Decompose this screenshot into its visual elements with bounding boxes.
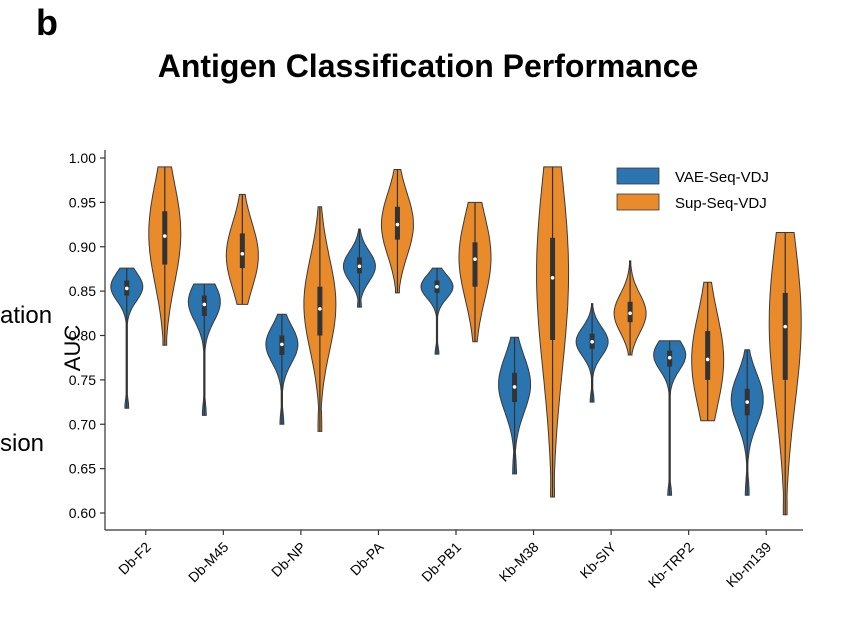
legend-label-sup: Sup-Seq-VDJ [675, 195, 767, 212]
legend-swatch-sup [616, 193, 660, 211]
legend-label-vae: VAE-Seq-VDJ [675, 169, 769, 186]
violin-median [550, 276, 555, 280]
panel-label: b [36, 2, 58, 43]
x-tick-label-db-pa: Db-PA [347, 538, 387, 578]
violin-median [628, 311, 632, 316]
x-tick-label-kb-m38: Kb-M38 [496, 539, 542, 585]
x-tick-label-db-np: Db-NP [268, 539, 309, 580]
y-tick-label: 0.65 [69, 461, 96, 477]
y-tick-label: 0.85 [69, 283, 96, 299]
y-tick-label: 1.00 [69, 150, 96, 166]
violin-iqr-box [317, 286, 323, 336]
x-tick-label-kb-trp2: Kb-TRP2 [645, 539, 697, 591]
violin-median [705, 357, 710, 362]
x-tick-label-kb-siy: Kb-SIY [577, 538, 620, 581]
violin-median [590, 339, 594, 344]
cut-off-label-1: ation [0, 302, 53, 329]
violin-median [162, 234, 167, 238]
violin-median [357, 264, 362, 269]
violin-median [512, 385, 517, 389]
violin-median [124, 286, 129, 291]
violins-group [110, 166, 802, 516]
y-tick-label: 0.95 [69, 194, 96, 210]
x-tick-label-db-f2: Db-F2 [115, 539, 154, 578]
violin-iqr-box [239, 233, 245, 269]
violin-iqr-box [472, 242, 478, 287]
violin-median [202, 302, 207, 307]
violin-median [240, 252, 245, 256]
y-tick-label: 0.60 [69, 505, 96, 521]
chart-title: Antigen Classification Performance [157, 48, 699, 84]
legend: VAE-Seq-VDJ Sup-Seq-VDJ [616, 167, 769, 212]
y-tick-label: 0.90 [69, 239, 96, 255]
violin-median [473, 257, 477, 261]
y-tick-label: 0.75 [69, 372, 96, 388]
x-tick-label-db-m45: Db-M45 [185, 539, 232, 586]
y-tick-label: 0.80 [69, 328, 96, 344]
violin-median [395, 222, 400, 227]
violin-median [783, 324, 788, 329]
violin-median [280, 342, 284, 347]
y-tick-label: 0.70 [69, 416, 96, 432]
x-tick-label-kb-m139: Kb-m139 [723, 539, 775, 591]
violin-iqr-box [782, 292, 788, 380]
x-tick-label-db-pb1: Db-PB1 [418, 539, 464, 585]
legend-swatch-vae [616, 167, 660, 185]
violin-median [667, 355, 672, 360]
cut-off-label-2: sion [0, 430, 45, 457]
violin-iqr-box [550, 237, 556, 340]
violin-median [318, 307, 322, 311]
violin-median [745, 400, 750, 404]
y-axis-label: AUC [60, 325, 85, 372]
violin-iqr-box [705, 331, 711, 380]
violin-median [435, 284, 439, 289]
